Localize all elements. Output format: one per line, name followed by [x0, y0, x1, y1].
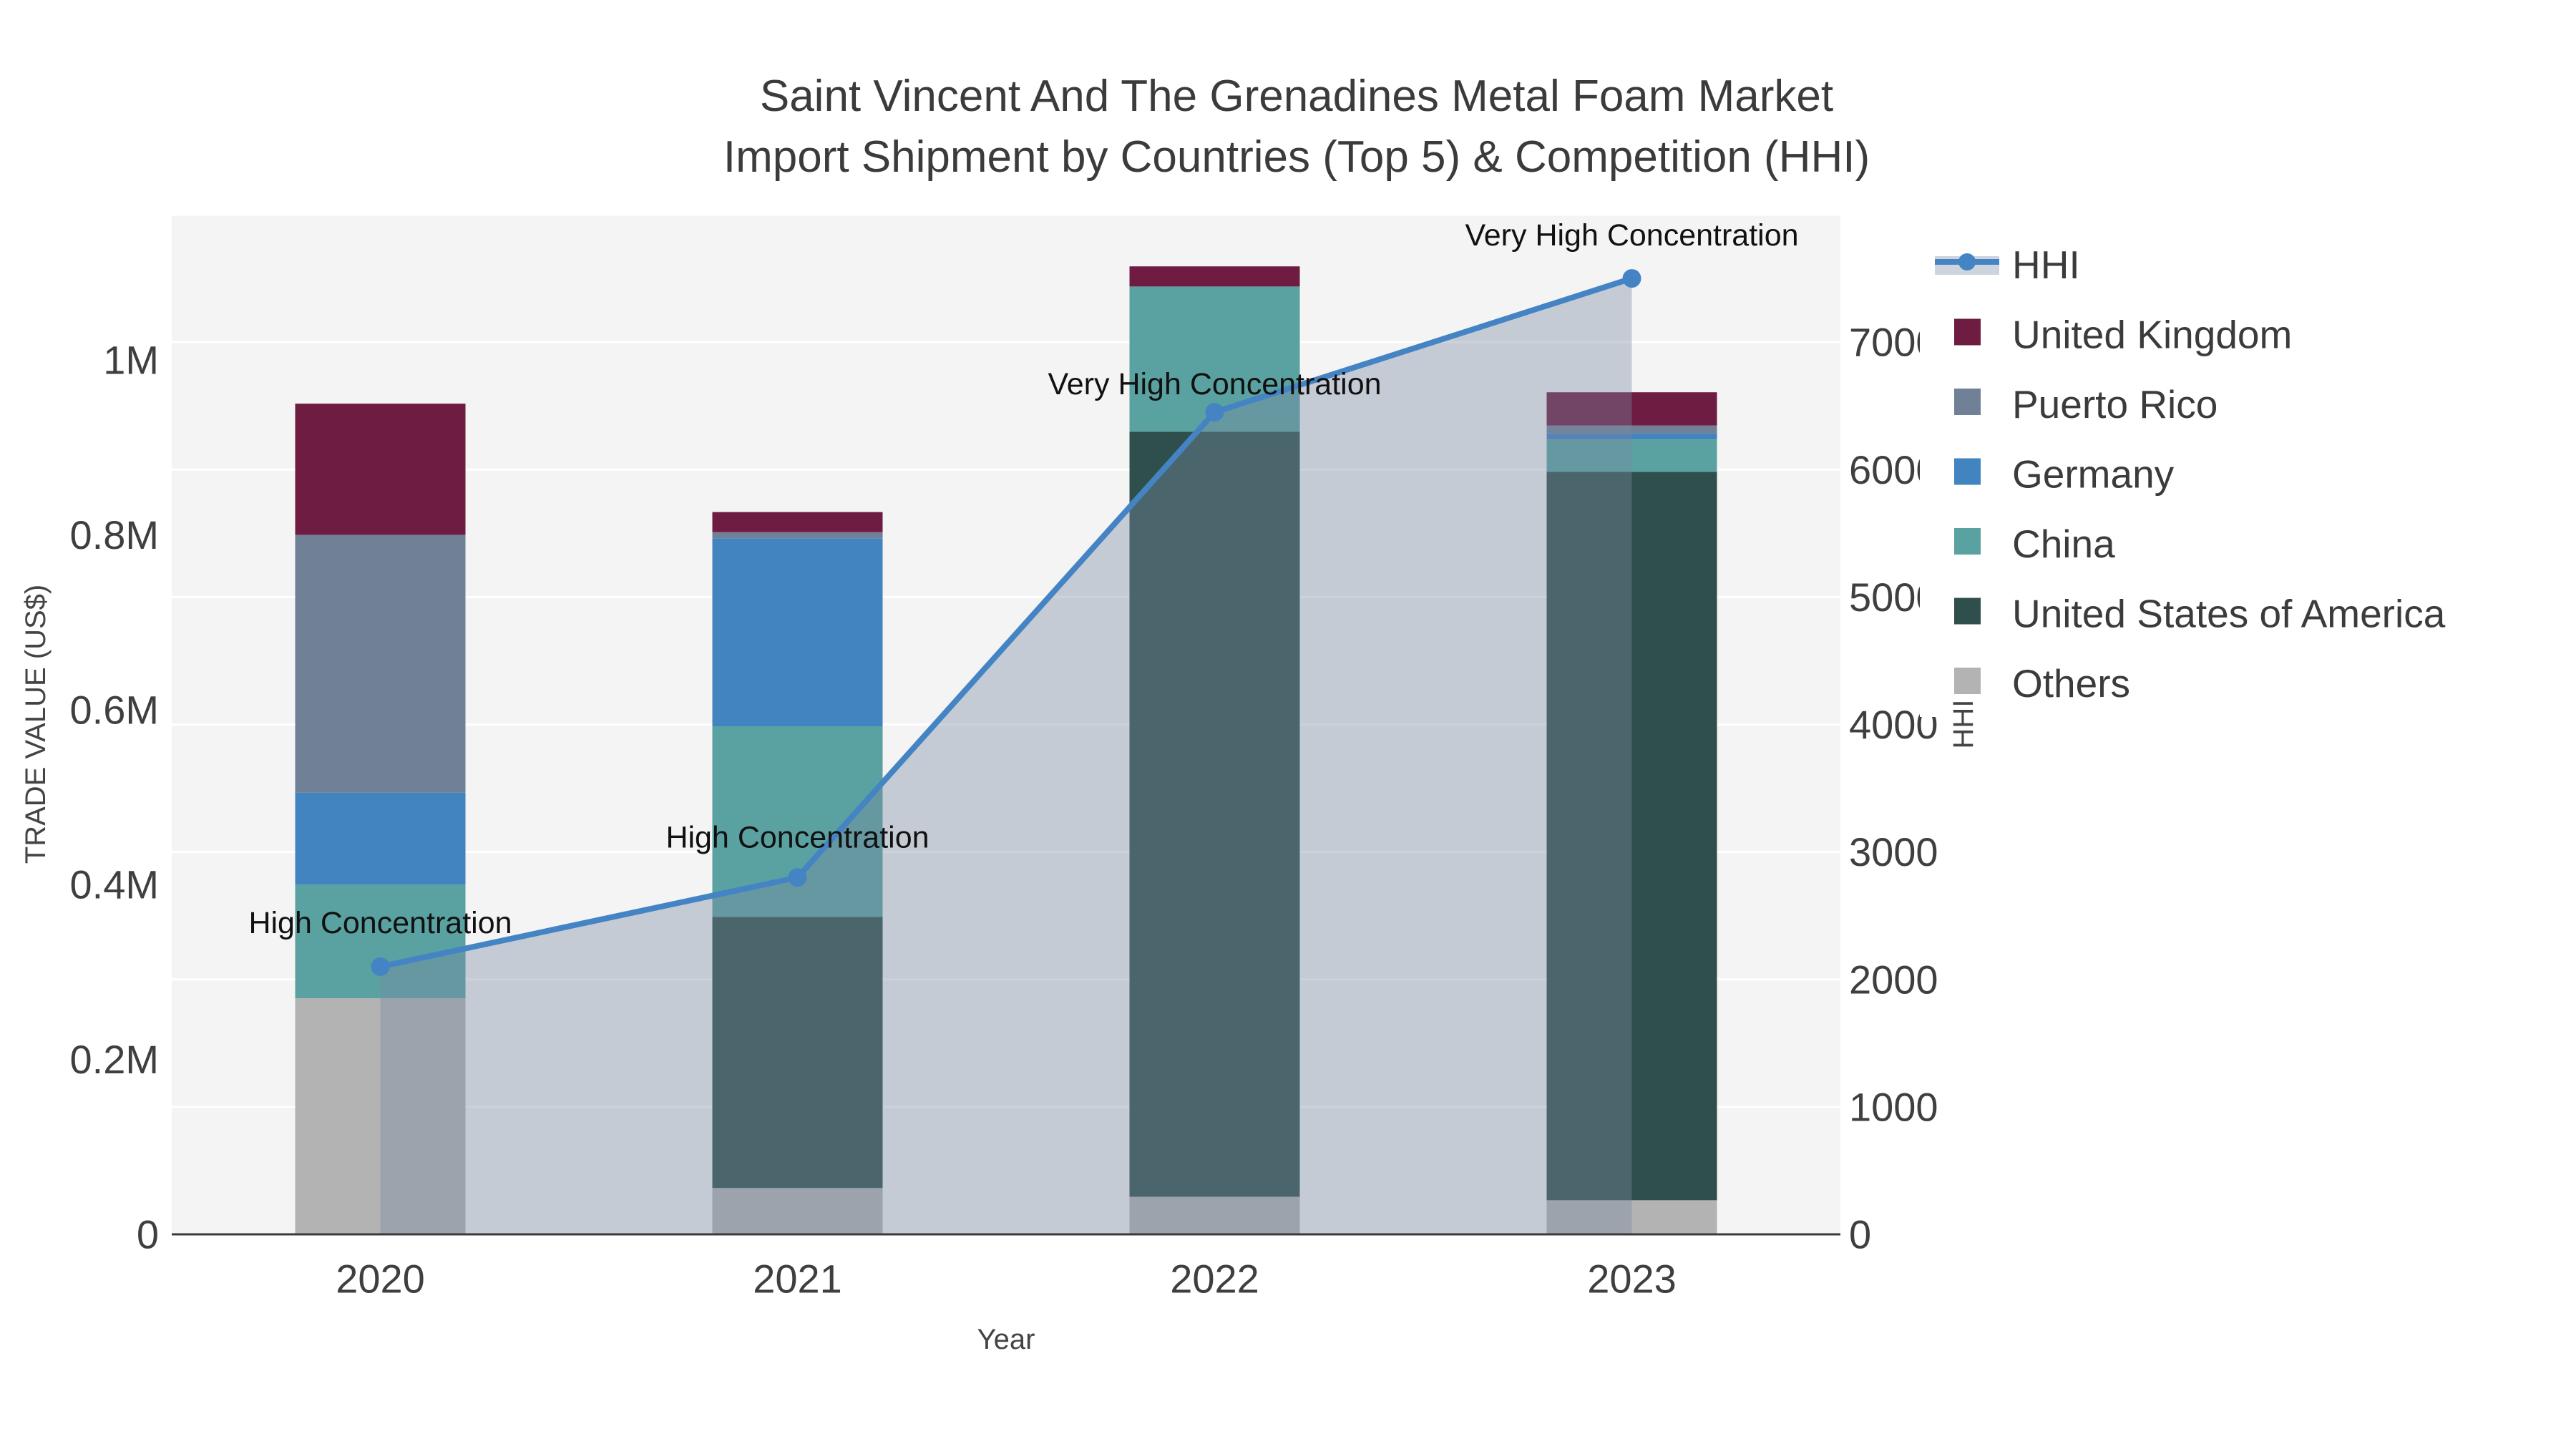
chart-title-line2: Import Shipment by Countries (Top 5) & C…: [723, 132, 1870, 182]
legend-item-others[interactable]: Others: [1954, 661, 2130, 706]
bar-segment-germany-2020[interactable]: [295, 792, 466, 885]
legend-item-hhi[interactable]: HHI: [1935, 243, 2080, 287]
hhi-marker-2021[interactable]: [788, 868, 807, 887]
legend-label: Puerto Rico: [2012, 382, 2218, 426]
legend-label: China: [2012, 522, 2115, 566]
y-left-tick: 0.6M: [70, 687, 160, 732]
legend-color-swatch: [1954, 597, 1981, 625]
legend-backdrop: [1920, 236, 2564, 717]
bar-segment-puerto-rico-2023[interactable]: [1546, 425, 1717, 434]
hhi-area-group: [380, 278, 1632, 1234]
bar-segment-united-states-of-america-2023[interactable]: [1546, 472, 1717, 1201]
y-left-tick: 0: [137, 1212, 159, 1257]
bar-segment-united-kingdom-2023[interactable]: [1546, 392, 1717, 426]
bar-segment-others-2021[interactable]: [712, 1188, 883, 1234]
legend-item-united-kingdom[interactable]: United Kingdom: [1954, 313, 2292, 357]
bar-segment-china-2020[interactable]: [295, 884, 466, 999]
y-right-axis-title: HHI: [1948, 700, 1979, 749]
bar-segment-others-2023[interactable]: [1546, 1200, 1717, 1234]
hhi-marker-2020[interactable]: [371, 957, 390, 976]
bar-segment-united-states-of-america-2021[interactable]: [712, 917, 883, 1189]
bar-segment-germany-2021[interactable]: [712, 538, 883, 727]
x-tick-2023: 2023: [1587, 1257, 1677, 1302]
y-right-tick: 3000: [1849, 829, 1938, 874]
bar-segment-united-states-of-america-2022[interactable]: [1129, 431, 1300, 1197]
x-tick-2020: 2020: [336, 1257, 425, 1302]
x-tick-2021: 2021: [753, 1257, 842, 1302]
legend-label: Others: [2012, 661, 2130, 706]
legend-group: HHI United Kingdom Puerto Rico Germany China…: [1935, 243, 2446, 706]
bar-segment-others-2020[interactable]: [295, 998, 466, 1234]
y-left-tick: 0.4M: [70, 862, 160, 907]
legend-item-puerto-rico[interactable]: Puerto Rico: [1954, 382, 2218, 426]
annotation-2023: Very High Concentration: [1465, 218, 1798, 253]
y-left-tick: 0.2M: [70, 1037, 160, 1082]
bar-segment-china-2023[interactable]: [1546, 439, 1717, 472]
legend-color-swatch: [1954, 668, 1981, 694]
chart-title-line1: Saint Vincent And The Grenadines Metal F…: [760, 72, 1833, 121]
annotation-2021: High Concentration: [665, 820, 929, 854]
legend-item-china[interactable]: China: [1954, 522, 2115, 566]
bar-segment-others-2022[interactable]: [1129, 1196, 1300, 1234]
legend-label: United States of America: [2012, 592, 2446, 636]
legend-color-swatch: [1954, 528, 1981, 555]
legend-hhi-marker-swatch: [1958, 253, 1976, 270]
y-right-tick: 0: [1849, 1212, 1871, 1257]
legend-color-swatch: [1954, 389, 1981, 415]
hhi-area-fill: [380, 278, 1632, 1234]
annotations-group: High Concentration High Concentration Very…: [248, 218, 1798, 940]
hhi-marker-2023[interactable]: [1622, 269, 1641, 288]
bar-segment-puerto-rico-2021[interactable]: [712, 532, 883, 539]
stacked-bars-group: [295, 266, 1717, 1234]
hhi-line[interactable]: [379, 275, 1633, 970]
y-left-axis-title: TRADE VALUE (US$): [20, 585, 52, 864]
legend-label: Germany: [2012, 452, 2175, 497]
legend-label: United Kingdom: [2012, 313, 2292, 357]
y-right-tick: 2000: [1849, 957, 1938, 1002]
legend-background-group: [1920, 236, 2564, 717]
annotation-2020: High Concentration: [248, 906, 512, 940]
x-tick-2022: 2022: [1170, 1257, 1259, 1302]
legend-item-germany[interactable]: Germany: [1954, 452, 2175, 497]
y-right-tick: 1000: [1849, 1084, 1938, 1129]
bar-segment-puerto-rico-2020[interactable]: [295, 535, 466, 793]
legend-item-united-states-of-america[interactable]: United States of America: [1954, 592, 2446, 636]
hhi-line-group: [371, 269, 1641, 976]
bar-segment-united-kingdom-2021[interactable]: [712, 512, 883, 532]
y-left-tick: 0.8M: [70, 512, 160, 557]
annotation-2022: Very High Concentration: [1048, 367, 1381, 401]
bar-segment-united-kingdom-2020[interactable]: [295, 404, 466, 535]
hhi-marker-2022[interactable]: [1205, 403, 1224, 422]
x-axis-title: Year: [977, 1324, 1035, 1355]
bar-segment-united-kingdom-2022[interactable]: [1129, 266, 1300, 287]
bar-segment-germany-2023[interactable]: [1546, 433, 1717, 440]
legend-label: HHI: [2012, 243, 2080, 287]
legend-color-swatch: [1954, 318, 1981, 346]
y-left-tick: 1M: [103, 338, 159, 383]
legend-color-swatch: [1954, 458, 1981, 485]
